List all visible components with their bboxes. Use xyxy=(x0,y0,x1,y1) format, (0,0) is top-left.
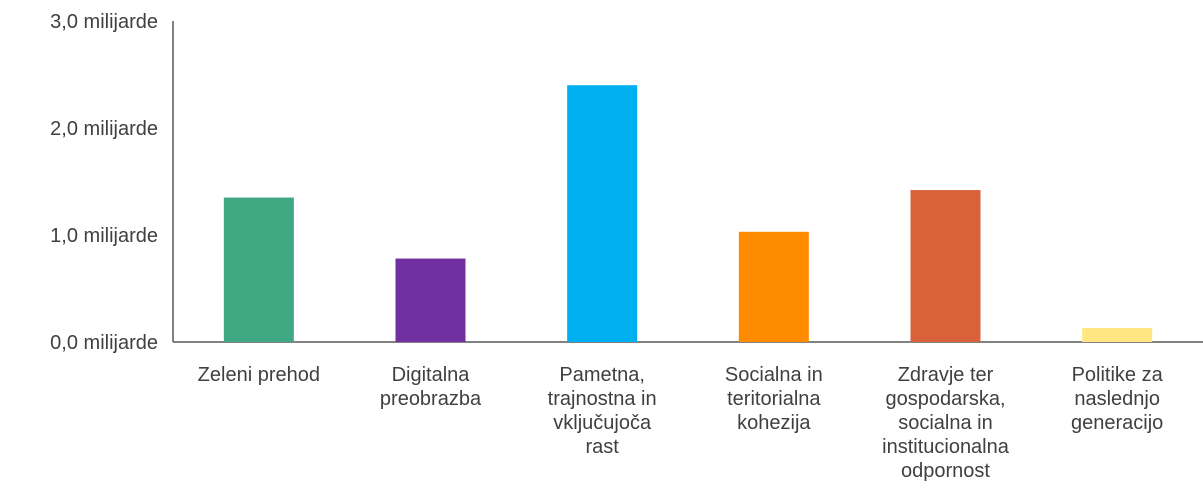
category-label-line: institucionalna xyxy=(882,436,1010,458)
category-label-line: socialna in xyxy=(898,412,993,434)
bar xyxy=(223,197,294,342)
category-label-line: trajnostna in xyxy=(548,388,657,410)
category-label-line: odpornost xyxy=(901,460,990,482)
category-label: Politike za naslednjo generacijo xyxy=(1071,364,1164,434)
category-label-line: vključujoča xyxy=(553,412,652,434)
category-label-line: naslednjo xyxy=(1074,388,1160,410)
category-label: Zeleni prehod xyxy=(198,364,320,386)
bar xyxy=(567,85,638,342)
bar xyxy=(1082,328,1153,342)
category-label: Socialna in teritorialna kohezija xyxy=(725,364,823,434)
y-axis: 0,0 milijarde 1,0 milijarde 2,0 milijarde 3… xyxy=(50,11,1203,354)
category-label-line: rast xyxy=(585,436,619,458)
y-tick-label: 2,0 milijarde xyxy=(50,118,158,140)
category-label-line: preobrazba xyxy=(380,388,482,410)
bars xyxy=(223,85,1153,342)
category-label: Digitalna preobrazba xyxy=(380,364,482,410)
y-tick-label: 3,0 milijarde xyxy=(50,11,158,33)
category-label-line: Digitalna xyxy=(392,364,471,386)
category-label-line: teritorialna xyxy=(727,388,821,410)
y-tick-label: 1,0 milijarde xyxy=(50,225,158,247)
y-tick-label: 0,0 milijarde xyxy=(50,332,158,354)
category-label-line: Pametna, xyxy=(559,364,645,386)
bar xyxy=(738,231,809,342)
category-label-line: Zdravje ter xyxy=(898,364,994,386)
bar xyxy=(910,190,981,342)
bar xyxy=(395,258,466,342)
category-label: Pametna, trajnostna in vključujoča rast xyxy=(548,364,657,458)
category-label-line: generacijo xyxy=(1071,412,1163,434)
category-label-line: Politike za xyxy=(1072,364,1164,386)
category-label-line: kohezija xyxy=(737,412,811,434)
x-axis-labels: Zeleni prehod Digitalna preobrazba Pametna,… xyxy=(198,364,1164,482)
category-label: Zdravje ter gospodarska, socialna in instit… xyxy=(882,364,1010,482)
category-label-line: gospodarska, xyxy=(885,388,1005,410)
category-label-line: Socialna in xyxy=(725,364,823,386)
category-label-line: Zeleni prehod xyxy=(198,364,320,386)
